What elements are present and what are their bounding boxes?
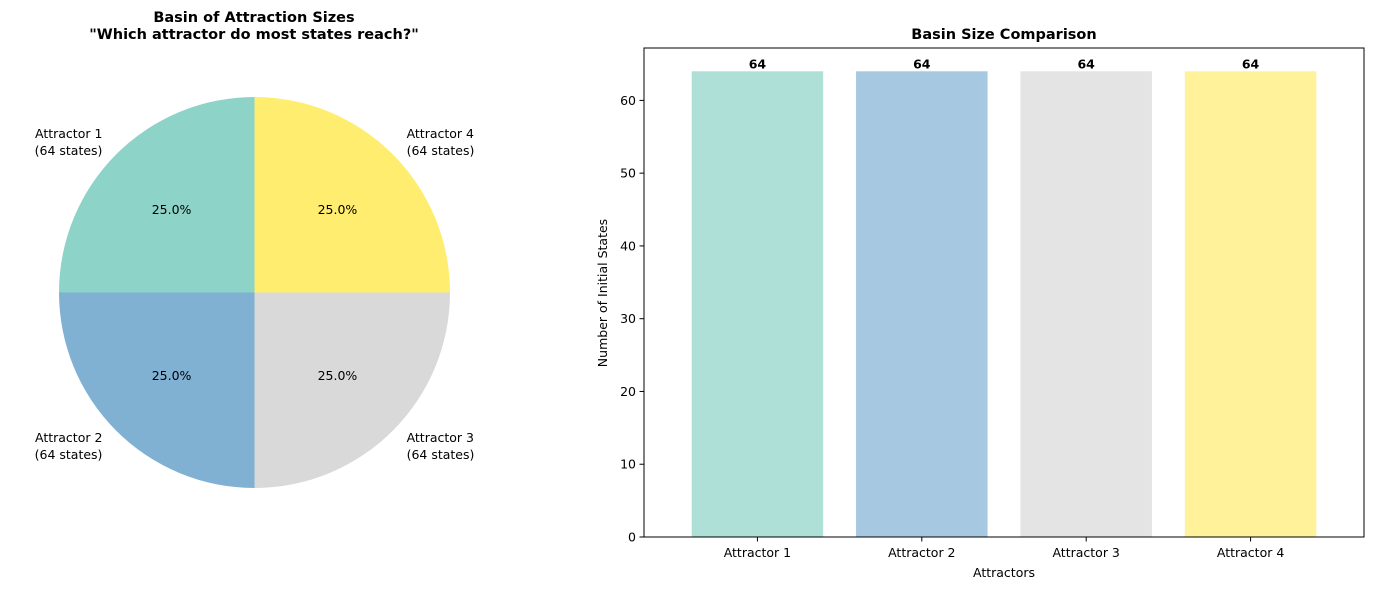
x-tick-label-1: Attractor 1 (724, 545, 791, 560)
bar-title: Basin Size Comparison (911, 27, 1096, 43)
pie-sublabel-2: (64 states) (35, 447, 103, 462)
bar-data-label-1: 64 (749, 56, 767, 71)
bar-ylabel: Number of Initial States (595, 219, 610, 367)
pie-slice-4 (254, 97, 450, 293)
pie-title-line1: Basin of Attraction Sizes (153, 10, 354, 26)
y-tick-label-2: 20 (620, 384, 636, 399)
bar-data-label-2: 64 (913, 56, 931, 71)
pie-sublabel-4: (64 states) (407, 143, 475, 158)
pie-slices: 25.0% Attractor 1 (64 states) 25.0% Attracto… (35, 97, 475, 488)
bar-chart: Basin Size Comparison 64 64 64 64 Attractor… (595, 27, 1365, 580)
y-tick-label-4: 40 (620, 238, 636, 253)
x-tick-label-3: Attractor 3 (1052, 545, 1119, 560)
pie-pct-label-1: 25.0% (152, 202, 192, 217)
pie-label-3: Attractor 3 (407, 430, 474, 445)
pie-pct-label-3: 25.0% (318, 368, 358, 383)
pie-slice-2 (59, 292, 255, 488)
bar-1 (691, 71, 824, 538)
pie-chart: Basin of Attraction Sizes "Which attract… (35, 10, 475, 488)
bar-axes: Attractor 1 Attractor 2 Attractor 3 Attract… (620, 47, 1365, 560)
y-tick-label-1: 10 (620, 457, 636, 472)
bar-4 (1184, 71, 1317, 538)
pie-pct-label-4: 25.0% (318, 202, 358, 217)
bar-data-label-4: 64 (1242, 56, 1260, 71)
pie-label-4: Attractor 4 (407, 126, 474, 141)
pie-title-line2: "Which attractor do most states reach?" (89, 27, 419, 43)
bar-data-label-3: 64 (1077, 56, 1095, 71)
pie-slice-3 (254, 292, 450, 488)
pie-pct-label-2: 25.0% (152, 368, 192, 383)
y-tick-label-0: 0 (628, 530, 636, 545)
x-tick-label-4: Attractor 4 (1217, 545, 1284, 560)
y-tick-label-5: 50 (620, 166, 636, 181)
x-tick-label-2: Attractor 2 (888, 545, 955, 560)
y-tick-label-3: 30 (620, 311, 636, 326)
pie-sublabel-3: (64 states) (407, 447, 475, 462)
bar-2 (856, 71, 988, 538)
bar-bars: 64 64 64 64 (691, 56, 1317, 538)
pie-slice-1 (59, 97, 255, 293)
pie-sublabel-1: (64 states) (35, 143, 103, 158)
bar-3 (1020, 71, 1152, 538)
y-tick-label-6: 60 (620, 93, 636, 108)
pie-label-1: Attractor 1 (35, 126, 102, 141)
pie-label-2: Attractor 2 (35, 430, 102, 445)
bar-axes-frame (643, 47, 1365, 538)
bar-xlabel: Attractors (973, 565, 1035, 580)
